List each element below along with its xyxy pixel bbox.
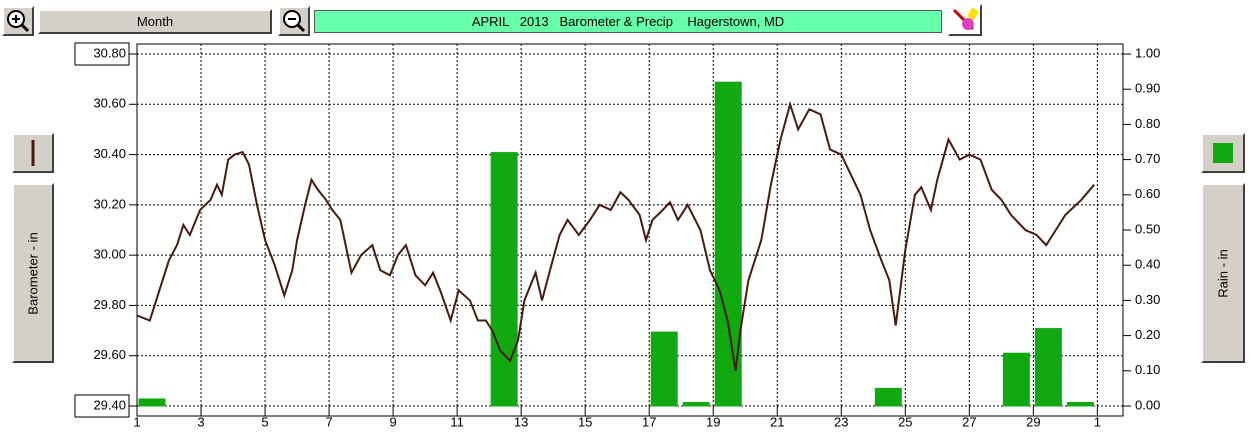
y2-tick-label: 0.80: [1135, 116, 1160, 131]
x-tick-label: 17: [642, 414, 656, 429]
barometer-legend-button[interactable]: [12, 133, 54, 173]
x-tick-label: 11: [450, 414, 464, 429]
y-tick-label: 30.40: [93, 146, 126, 161]
rain-bar: [1066, 401, 1094, 407]
y2-tick-label: 0.60: [1135, 186, 1160, 201]
rain-legend-icon: [1213, 143, 1233, 163]
y2-tick-label: 0.40: [1135, 257, 1160, 272]
legend-square: [1213, 143, 1233, 163]
rain-axis-button[interactable]: Rain - in: [1201, 183, 1245, 363]
x-tick-label: 23: [834, 414, 848, 429]
barometer-axis-button[interactable]: Barometer - in: [12, 183, 54, 363]
x-tick-label: 25: [898, 414, 912, 429]
x-tick-label: 29: [1026, 414, 1040, 429]
y-tick-label: 29.40: [93, 397, 126, 412]
y-tick-label: 30.20: [93, 196, 126, 211]
y2-tick-label: 0.70: [1135, 151, 1160, 166]
settings-icon: [952, 7, 979, 31]
y-tick-label: 30.80: [93, 45, 126, 60]
y-tick-label: 29.60: [93, 347, 126, 362]
x-tick-label: 13: [514, 414, 528, 429]
y2-tick-label: 1.00: [1135, 45, 1160, 60]
plot-frame: [136, 43, 1124, 417]
x-tick-label: 19: [706, 414, 720, 429]
x-tick-label: 1: [1094, 414, 1101, 429]
barometer-legend-icon: [31, 140, 35, 166]
rain-axis-label: Rain - in: [1215, 248, 1231, 298]
barometer-line: [136, 100, 1095, 371]
zoom-out-button[interactable]: [278, 6, 310, 36]
rain-bar: [138, 398, 166, 407]
y-tick-label: 30.60: [93, 96, 126, 111]
rain-bar: [714, 81, 742, 407]
x-tick-label: 21: [770, 414, 784, 429]
x-tick-label: 27: [962, 414, 976, 429]
y2-tick-label: 0.30: [1135, 292, 1160, 307]
rain-legend-button[interactable]: [1201, 133, 1245, 173]
rain-bar: [1002, 352, 1030, 407]
rain-bar: [874, 387, 902, 407]
y2-tick-label: 0.90: [1135, 81, 1160, 96]
barometer-axis-label: Barometer - in: [25, 231, 41, 315]
y2-tick-label: 0.20: [1135, 327, 1160, 342]
y2-tick-label: 0.50: [1135, 221, 1160, 236]
y2-tick-label: 0.10: [1135, 362, 1160, 377]
zoom-in-button[interactable]: [2, 6, 34, 36]
y-tick-label: 29.80: [93, 297, 126, 312]
zoom-out-icon: [283, 10, 306, 33]
x-tick-label: 1: [133, 414, 140, 429]
rain-bar: [1034, 328, 1062, 407]
zoom-in-icon: [7, 10, 30, 33]
y-tick-box: [74, 394, 130, 418]
settings-button[interactable]: [948, 4, 982, 36]
x-tick-label: 15: [578, 414, 592, 429]
rain-bar: [650, 331, 678, 407]
rain-bar: [490, 152, 518, 407]
y-tick-label: 30.00: [93, 247, 126, 262]
chart-title: APRIL 2013 Barometer & Precip Hagerstown…: [314, 10, 942, 33]
y2-tick-label: 0.00: [1135, 397, 1160, 412]
x-tick-label: 9: [389, 414, 396, 429]
month-button[interactable]: Month: [38, 9, 272, 34]
x-tick-label: 5: [261, 414, 268, 429]
rain-bar: [682, 401, 710, 407]
y-tick-box: [74, 42, 130, 66]
x-tick-label: 3: [197, 414, 204, 429]
x-tick-label: 7: [325, 414, 332, 429]
